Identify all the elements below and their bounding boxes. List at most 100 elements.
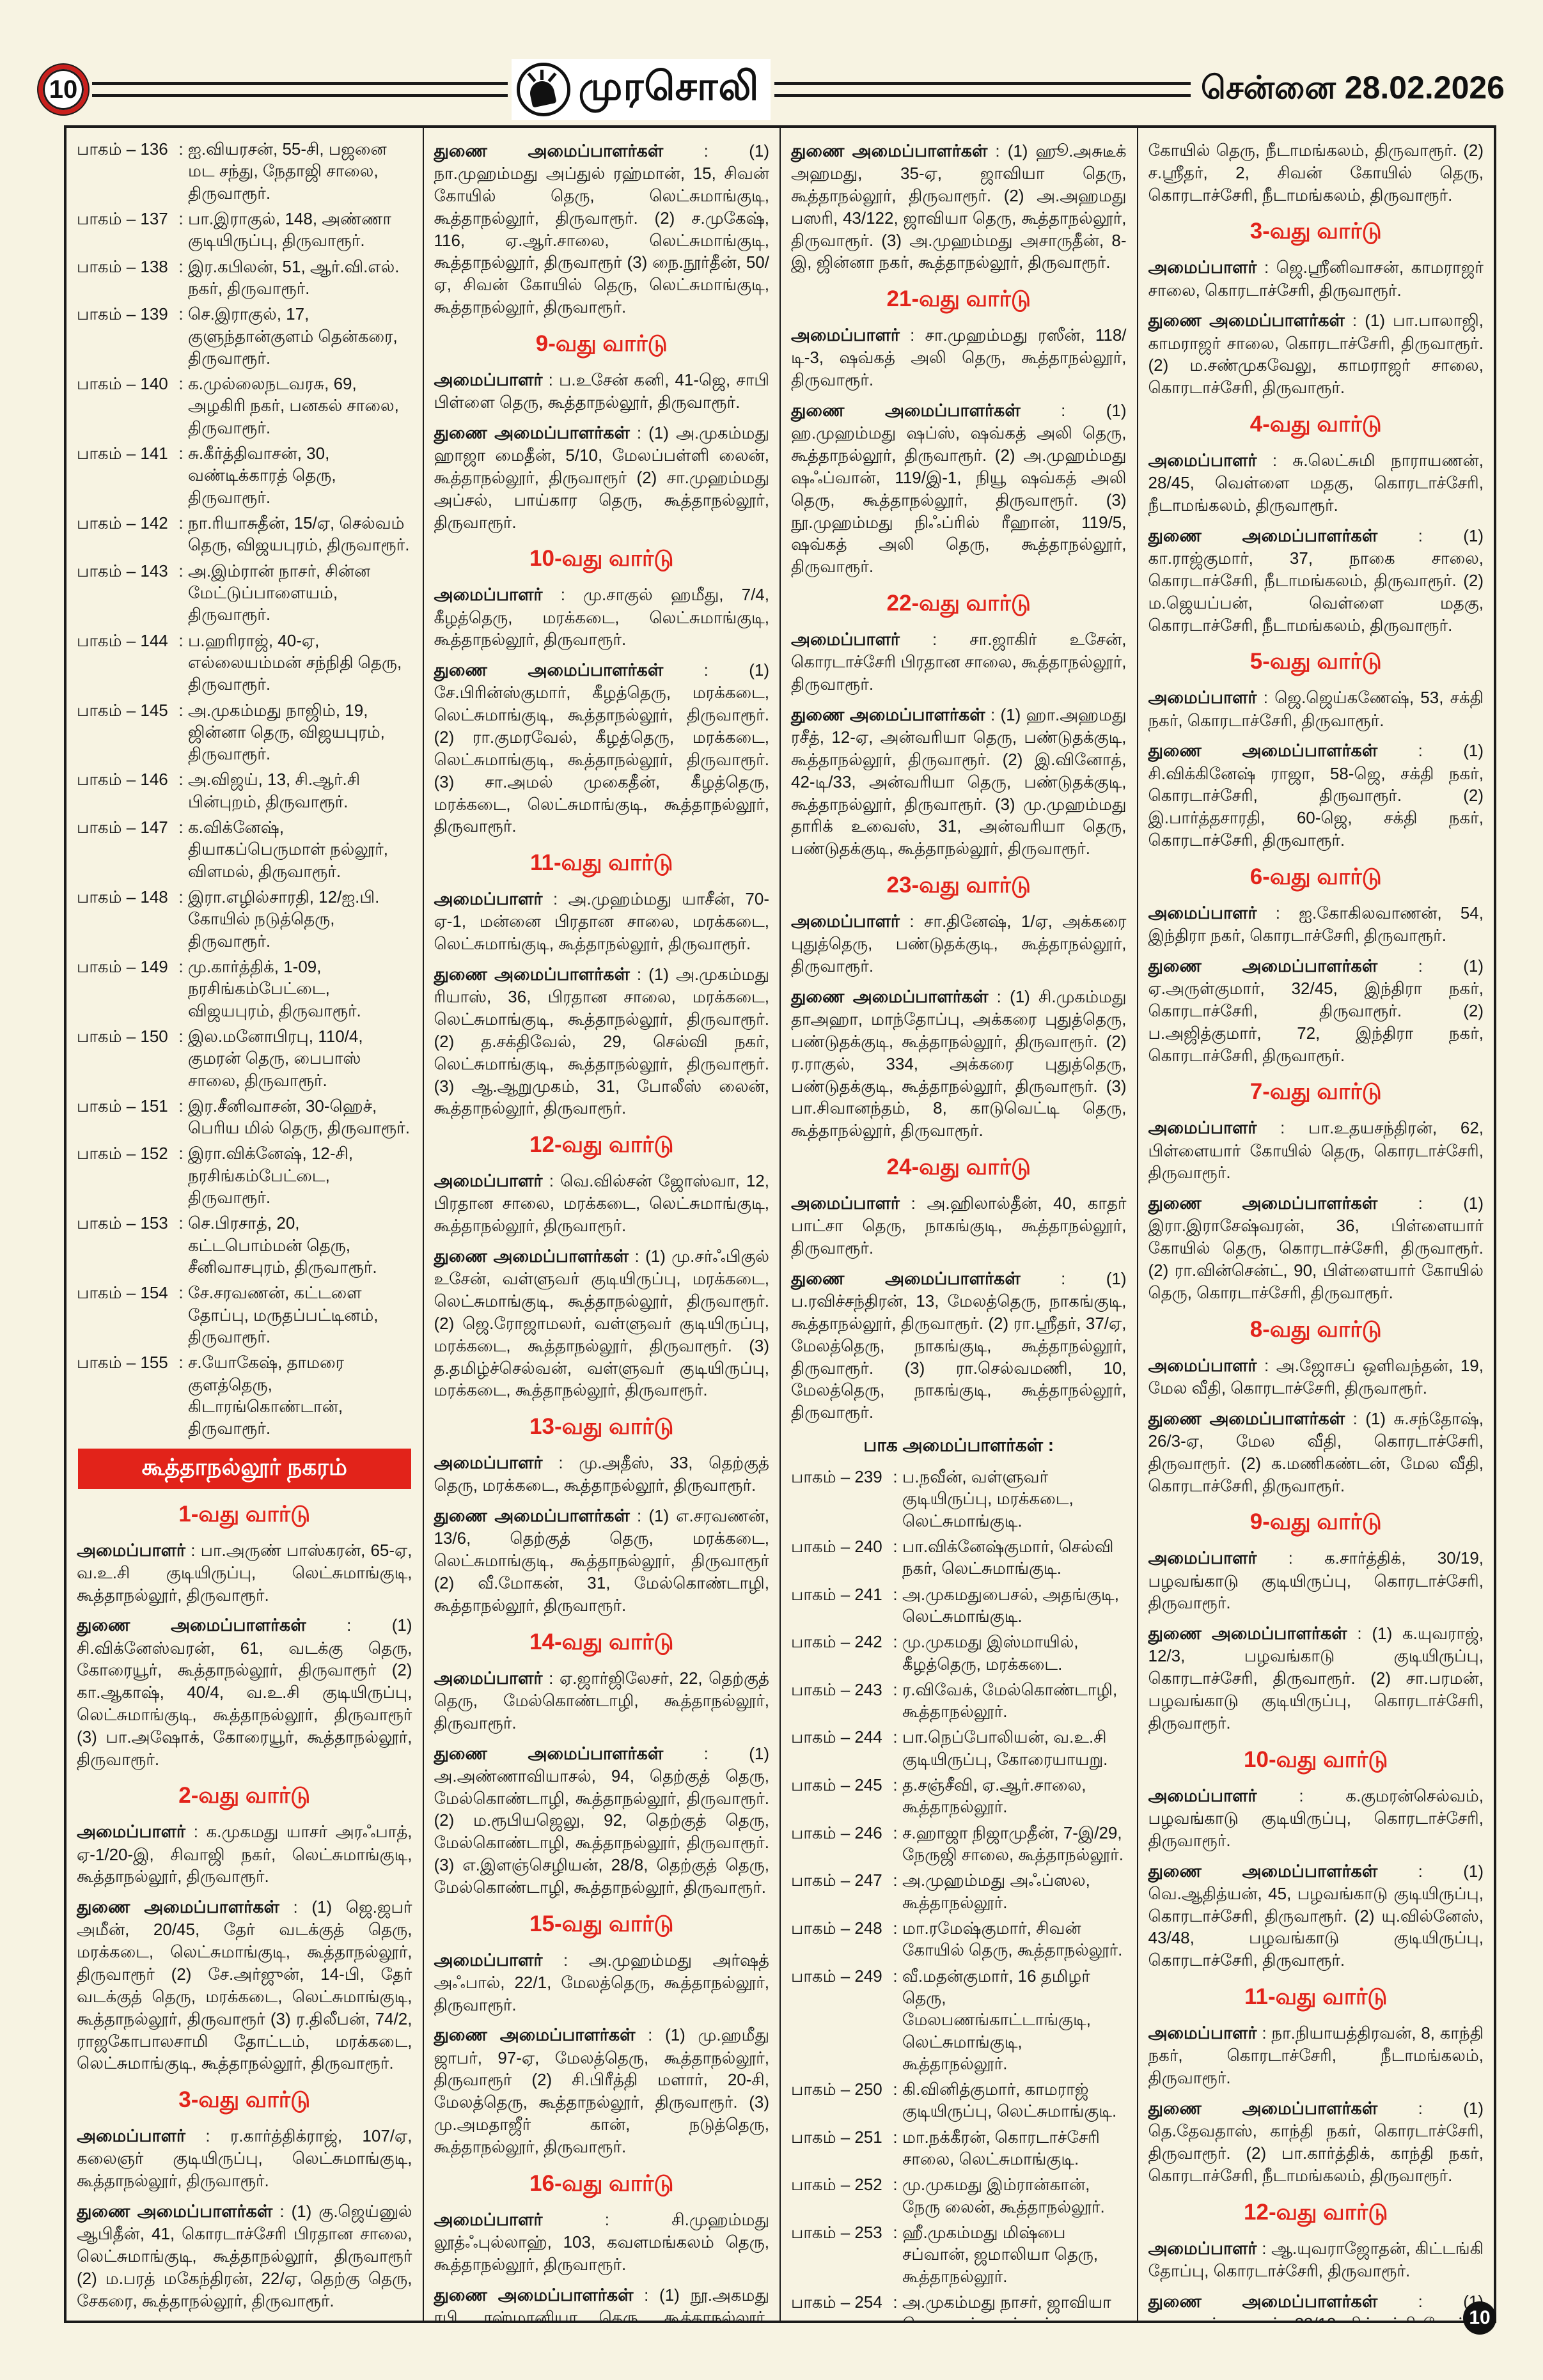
ward-heading: 5-வது வார்டு (1249, 649, 1382, 674)
ward-heading: 12-வது வார்டு (529, 1132, 674, 1158)
role-label: அமைப்பாளர் (434, 2209, 543, 2229)
role-paragraph: துணை அமைப்பாளர்கள் : (1) மு.ஹமீது ஜாபர்,… (434, 2025, 770, 2156)
booth-separator: : (178, 208, 184, 228)
role-paragraph: துணை அமைப்பாளர்கள் : (1) நூ.அகமது ரபி, ர… (434, 2285, 770, 2321)
booth-entry: பாகம் – 148: இரா.எழில்சாரதி, 12/ஐ.பி. கோய… (77, 886, 412, 952)
role-label: அமைப்பாளர் (1148, 903, 1257, 922)
role-paragraph: துணை அமைப்பாளர்கள் : (1) சே.பிரின்ஸ்குமா… (434, 660, 770, 836)
role-label: துணை அமைப்பாளர்கள் (1148, 1624, 1347, 1644)
role-paragraph: அமைப்பாளர் : சா.முஹம்மது ரஸீன், 118/டி-3… (791, 325, 1127, 390)
page-header: 10 முரசொலி சென்னை 28.02.2026 (38, 59, 1505, 120)
booth-label: பாகம் – 153 (77, 1213, 168, 1233)
booth-label: பாகம் – 147 (77, 818, 168, 837)
role-label: துணை அமைப்பாளர்கள் (434, 1743, 664, 1763)
booth-label: பாகம் – 239 (791, 1467, 882, 1487)
role-label: துணை அமைப்பாளர்கள் (1148, 956, 1378, 976)
booth-separator: : (893, 2080, 898, 2099)
booth-label: பாகம் – 253 (791, 2223, 882, 2243)
column-3: துணை அமைப்பாளர்கள் : (1) ஹூ.அசுடீக் அஹமத… (779, 128, 1137, 2321)
booth-text: இரா.எழில்சாரதி, 12/ஐ.பி. கோயில் நடுத்தெர… (188, 887, 380, 951)
role-paragraph: அமைப்பாளர் : சி.முஹம்மது லூத்ஃபுல்லாஹ், … (434, 2209, 770, 2274)
role-label: அமைப்பாளர் (1148, 2238, 1257, 2258)
role-paragraph: துணை அமைப்பாளர்கள் : (1) ஜெ.ஜபர் அமீன், … (77, 1897, 412, 2073)
role-label: துணை அமைப்பாளர்கள் (434, 965, 630, 984)
booth-label: பாகம் – 254 (791, 2292, 882, 2312)
booth-entry: பாகம் – 146: அ.விஜய், 13, சி.ஆர்.சி பின்ப… (77, 768, 412, 813)
role-label: துணை அமைப்பாளர்கள் (791, 1268, 1021, 1288)
booth-entry: பாகம் – 136: ஐ.வியரசன், 55-சி, பஜனை மட சந… (77, 138, 412, 204)
role-label: அமைப்பாளர் (434, 1950, 543, 1970)
booth-label: பாகம் – 140 (77, 374, 168, 394)
booth-label: பாகம் – 243 (791, 1679, 882, 1699)
role-paragraph: துணை அமைப்பாளர்கள் : (1) ஏ.அருள்குமார், … (1148, 956, 1484, 1065)
booth-separator: : (178, 139, 184, 159)
role-paragraph: அமைப்பாளர் : க.முகமது யாசர் அரஃபாத், ஏ-1… (77, 1822, 412, 1886)
role-paragraph: துணை அமைப்பாளர்கள் : (1) அ.முகம்மது ரியா… (434, 965, 770, 1118)
booth-separator: : (893, 1823, 898, 1842)
section-banner: கூத்தாநல்லூர் நகரம் (78, 1448, 411, 1489)
booth-label: பாகம் – 143 (77, 561, 168, 580)
ward-heading: 13-வது வார்டு (529, 1414, 674, 1440)
booth-text: க.விக்னேஷ், தியாகப்பெருமாள் நல்லூர், விள… (188, 818, 388, 881)
role-paragraph: அமைப்பாளர் : மு.சாகுல் ஹமீது, 7/4, கீழத்… (434, 585, 770, 649)
booth-label: பாகம் – 252 (791, 2175, 882, 2195)
role-paragraph: துணை அமைப்பாளர்கள் : (1) தெ.தேவதாஸ், காந… (1148, 2098, 1484, 2185)
masthead: முரசொலி (512, 59, 771, 120)
booth-text: த.சஞ்சீவி, ஏ.ஆர்.சாலை, கூத்தாநல்லூர். (902, 1775, 1086, 1817)
booth-separator: : (178, 1213, 184, 1233)
role-label: அமைப்பாளர் (1148, 1785, 1257, 1805)
role-paragraph: துணை அமைப்பாளர்கள் : (1) சி.விக்கினேஷ் ர… (1148, 741, 1484, 850)
role-paragraph: அமைப்பாளர் : மு.அதீஸ், 33, தெற்குத் தெரு… (434, 1453, 770, 1495)
role-paragraph: துணை அமைப்பாளர்கள் : (1) ஹூ.அசுடீக் அஹமத… (791, 141, 1127, 272)
booth-separator: : (178, 1353, 184, 1373)
role-label: துணை அமைப்பாளர்கள் (791, 401, 1021, 421)
ward-heading: 11-வது வார்டு (529, 850, 673, 876)
booth-entry: பாகம் – 155: ச.யோகேஷ், தாமரை குளத்தெரு, க… (77, 1351, 412, 1439)
ward-heading: 9-வது வார்டு (1249, 1509, 1382, 1535)
footer-page-number: 10 (1469, 2307, 1491, 2328)
ward-heading: 4-வது வார்டு (1249, 412, 1382, 437)
booth-entry: பாகம் – 153: செ.பிரசாத், 20, கட்டபொம்மன் … (77, 1212, 412, 1278)
role-paragraph: துணை அமைப்பாளர்கள் : (1) ஹ.முஹம்மது ஷப்ஸ… (791, 401, 1127, 577)
booth-label: பாகம் – 150 (77, 1026, 168, 1046)
role-paragraph: அமைப்பாளர் : சா.தினேஷ், 1/ஏ, அக்கரை புது… (791, 912, 1127, 976)
booth-entry: பாகம் – 251: மா.நக்கீரன், கொரடாச்சேரி சால… (791, 2126, 1127, 2170)
ward-heading: 8-வது வார்டு (1249, 1316, 1382, 1342)
booth-entry: பாகம் – 143: அ.இம்ரான் நாசர், சின்ன மேட்ட… (77, 560, 412, 626)
booth-text: அ.முகம்மது நாசர், ஜாவியா தெரு, கூத்தாநல்… (902, 2292, 1111, 2321)
role-paragraph: அமைப்பாளர் : அ.ஹிலால்தீன், 40, காதர் பாட… (791, 1194, 1127, 1258)
booth-separator: : (893, 2127, 898, 2147)
role-paragraph: அமைப்பாளர் : ஆ.யுவராஜோதன், கிட்டங்கி தோப… (1148, 2238, 1484, 2280)
booth-text: பா.இராகுல், 148, அண்ணா குடியிருப்பு, திர… (188, 208, 391, 251)
role-paragraph: துணை அமைப்பாளர்கள் : (1) பா.பாலாஜி, காமர… (1148, 311, 1484, 398)
role-label: அமைப்பாளர் (791, 1194, 900, 1213)
role-label: அமைப்பாளர் (1148, 2023, 1257, 2043)
booth-text: மு.கார்த்திக், 1-09, நரசிங்கம்பேட்டை, வி… (188, 956, 361, 1020)
booth-separator: : (893, 2223, 898, 2243)
footer-page-number-badge: 10 (1463, 2301, 1496, 2335)
booth-entry: பாகம் – 240: பா.விக்னேஷ்குமார், செல்வி நக… (791, 1536, 1127, 1580)
booth-text: இல.மனோபிரபு, 110/4, குமரன் தெரு, பைபாஸ் … (188, 1026, 363, 1090)
booth-text: வீ.மதன்குமார், 16 தமிழர் தெரு, மேலபணங்கா… (902, 1966, 1092, 2073)
booth-label: பாகம் – 241 (791, 1584, 882, 1604)
booth-entry: பாகம் – 137: பா.இராகுல், 148, அண்ணா குடிய… (77, 208, 412, 252)
booth-entry: பாகம் – 244: பா.நெப்போலியன், வ.உ.சி குடிய… (791, 1726, 1127, 1770)
role-label: அமைப்பாளர் (434, 1453, 543, 1473)
booth-entry: பாகம் – 145: அ.முகம்மது நாஜிம், 19, ஜின்ன… (77, 699, 412, 765)
booth-text: இர.சீனிவாசன், 30-ஹெச், பெரிய மில் தெரு, … (188, 1096, 410, 1138)
booth-text: இரா.விக்னேஷ், 12-சி, நரசிங்கம்பேட்டை, தி… (188, 1144, 354, 1208)
role-paragraph: துணை அமைப்பாளர்கள் : (1) அ.அண்ணாவியாசல்,… (434, 1743, 770, 1897)
booth-label: பாகம் – 136 (77, 139, 168, 159)
booth-entry: பாகம் – 253: ஹீ.முகம்மது மிஷ்பை சப்வான், … (791, 2221, 1127, 2287)
role-label: துணை அமைப்பாளர்கள் (791, 141, 988, 160)
booth-entry: பாகம் – 247: அ.முஹம்மது அஃப்ஸல, கூத்தாநல்… (791, 1869, 1127, 1913)
role-label: அமைப்பாளர் (77, 1822, 186, 1842)
booth-entry: பாகம் – 245: த.சஞ்சீவி, ஏ.ஆர்.சாலை, கூத்த… (791, 1774, 1127, 1818)
ward-heading: 12-வது வார்டு (1244, 2199, 1388, 2225)
role-paragraph: அமைப்பாளர் : அ.ஜோசப் ஒளிவந்தன், 19, மேல … (1148, 1355, 1484, 1397)
booth-separator: : (893, 2175, 898, 2195)
booth-separator: : (893, 1632, 898, 1652)
booth-separator: : (893, 1727, 898, 1747)
role-label: துணை அமைப்பாளர்கள் (1148, 525, 1378, 545)
role-label: துணை அமைப்பாளர்கள் (434, 423, 630, 442)
